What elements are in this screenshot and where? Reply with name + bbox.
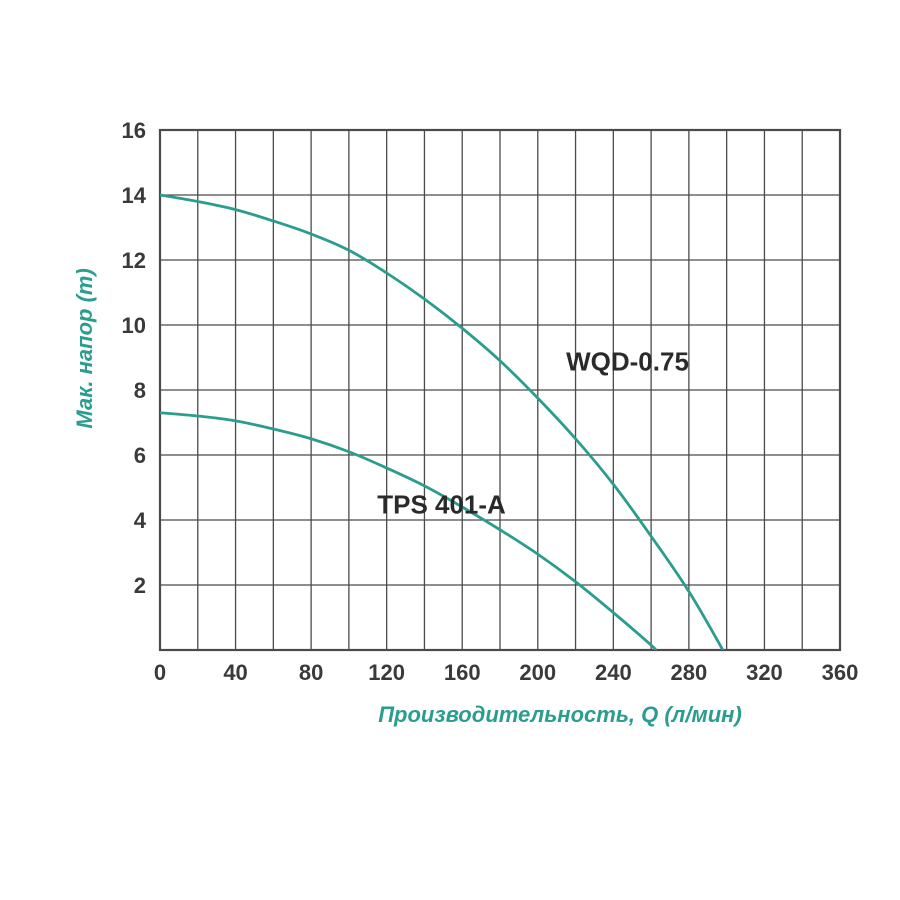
- y-axis-title: Мак. напор (m): [72, 268, 97, 428]
- series-label-WQD-0.75: WQD-0.75: [566, 347, 689, 377]
- x-tick-label: 240: [595, 660, 632, 685]
- x-tick-label: 40: [223, 660, 247, 685]
- x-tick-label: 320: [746, 660, 783, 685]
- y-tick-label: 6: [134, 443, 146, 468]
- x-tick-label: 360: [822, 660, 859, 685]
- y-tick-label: 12: [122, 248, 146, 273]
- x-tick-label: 280: [671, 660, 708, 685]
- y-tick-label: 8: [134, 378, 146, 403]
- x-tick-label: 80: [299, 660, 323, 685]
- y-tick-label: 16: [122, 118, 146, 143]
- x-axis-title: Производительность, Q (л/мин): [378, 702, 742, 727]
- x-tick-label: 160: [444, 660, 481, 685]
- y-tick-label: 4: [134, 508, 147, 533]
- x-tick-label: 200: [519, 660, 556, 685]
- y-tick-label: 2: [134, 573, 146, 598]
- pump-curve-chart: 0 40 80 120 160 200 240 280 320 360 2 4 6 8 10 12 14 16 Пр…: [0, 0, 900, 900]
- curve-TPS 401-A: [160, 413, 656, 650]
- y-tick-label: 10: [122, 313, 146, 338]
- x-tick-label: 120: [368, 660, 405, 685]
- y-tick-label: 14: [122, 183, 147, 208]
- series-label-TPS 401-A: TPS 401-A: [377, 490, 506, 520]
- x-tick-label: 0: [154, 660, 166, 685]
